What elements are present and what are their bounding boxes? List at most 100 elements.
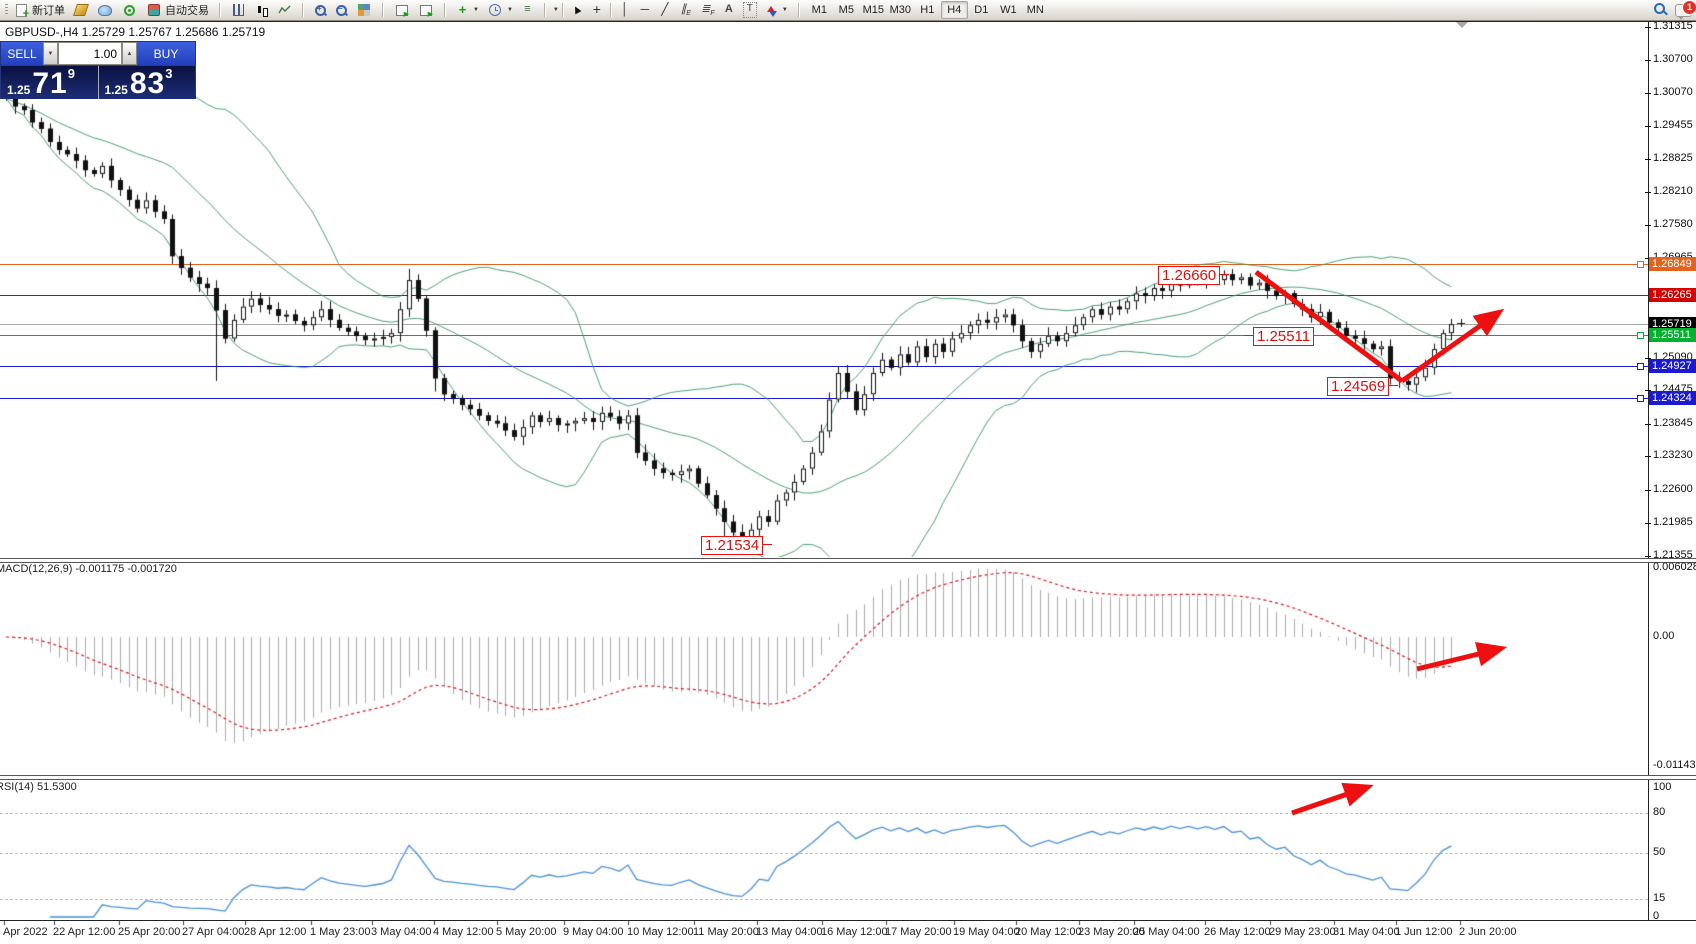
rsi-title: RSI(14) 51.5300 [0, 781, 77, 793]
price-tick-label: 1.21985 [1653, 516, 1693, 528]
rsi-axis-label: 0 [1653, 910, 1660, 922]
timeframe-h1[interactable]: H1 [920, 4, 935, 16]
annotation-connector [1389, 385, 1398, 386]
toolbar: 新订单 自动交易 + − [0, 0, 1696, 21]
level-line-handle[interactable] [1637, 363, 1644, 370]
price-tick-label: 1.23845 [1653, 417, 1693, 429]
period-button[interactable]: ▼ [483, 2, 517, 18]
level-line-handle[interactable] [1637, 261, 1644, 268]
timeframe-d1[interactable]: D1 [974, 4, 989, 16]
toolbar-group-zoom: + − [307, 0, 379, 20]
horizontal-line-tool[interactable]: ─ [635, 2, 655, 18]
chart-shift-marker[interactable] [1456, 22, 1468, 28]
auto-trading-icon [148, 4, 160, 16]
styler-button[interactable] [69, 1, 93, 19]
price-annotation[interactable]: 1.21534 [701, 536, 764, 555]
price-level-tag: 1.24324 [1649, 391, 1696, 405]
signals-button[interactable] [117, 2, 142, 19]
timeframe-group: M1 M5 M15 M30 H1 H4 D1 W1 MN [803, 0, 1052, 20]
crosshair-icon: + [592, 1, 601, 17]
price-tick-mark [1645, 490, 1651, 491]
time-axis-label: 3 May 04:00 [371, 926, 432, 938]
timeframe-w1[interactable]: W1 [1000, 4, 1017, 16]
templates-button[interactable]: ≡ [517, 2, 538, 18]
auto-trading-button[interactable]: 自动交易 [142, 1, 213, 19]
price-tick-mark [1645, 424, 1651, 425]
toolbar-group-drawing: ▼ ▲ + │ ─ ╱ ∥E ≣F A T ▼ [549, 0, 795, 20]
price-tick-mark [1645, 159, 1651, 160]
pane-separator-macd[interactable] [0, 558, 1696, 563]
bar-chart-button[interactable] [227, 2, 250, 18]
search-icon[interactable] [1653, 2, 1667, 16]
trend-arrow-2[interactable] [1416, 641, 1508, 672]
chart-shift-button[interactable] [414, 2, 438, 19]
clock-icon [488, 4, 501, 16]
auto-scroll-button[interactable] [390, 2, 414, 19]
price-level-tag: 1.26849 [1649, 257, 1696, 271]
price-annotation[interactable]: 1.24569 [1327, 377, 1390, 396]
volume-input[interactable] [58, 42, 122, 65]
rsi-level-line [0, 899, 1648, 900]
label-tool[interactable]: T [739, 1, 761, 19]
text-tool[interactable]: A [719, 2, 739, 18]
notifications-bubble-icon[interactable]: 1 [1675, 0, 1696, 20]
timeframe-m30[interactable]: M30 [889, 4, 912, 16]
timeframe-m5[interactable]: M5 [838, 4, 854, 16]
sell-price-big: 71 [32, 67, 68, 100]
time-axis-label: 27 Apr 04:00 [182, 926, 245, 938]
line-chart-button[interactable] [273, 2, 296, 18]
fibonacci-tool[interactable]: ≣F [697, 2, 719, 18]
buy-price[interactable]: 1.25 83 3 [98, 66, 195, 100]
vertical-line-tool[interactable]: │ [615, 2, 635, 18]
auto-scroll-icon [396, 4, 409, 18]
new-order-button[interactable]: 新订单 [10, 1, 69, 20]
crosshair-tool-button[interactable]: + [587, 2, 607, 18]
buy-price-big: 83 [129, 67, 166, 100]
level-line-handle[interactable] [1637, 395, 1644, 402]
toolbar-group-extras: + ▼ ▼ ≡ [449, 0, 541, 20]
zoom-in-button[interactable]: + [310, 3, 331, 18]
sell-button[interactable]: SELL [1, 42, 43, 65]
candlestick-chart-button[interactable] [250, 2, 273, 18]
add-indicator-button[interactable]: + ▼ [452, 2, 483, 18]
trendline-tool[interactable]: ╱ [655, 2, 675, 18]
cursor-tool-button[interactable]: ▲ [567, 0, 587, 18]
trend-arrow-1[interactable] [1400, 308, 1505, 384]
timeframe-m1[interactable]: M1 [811, 4, 827, 16]
price-tick-label: 1.23230 [1653, 449, 1693, 461]
level-line-handle[interactable] [1637, 332, 1644, 339]
price-annotation[interactable]: 1.25511 [1253, 327, 1315, 346]
zoom-in-icon: + [314, 4, 328, 17]
shapes-tool[interactable]: ▼ [761, 3, 792, 18]
rsi-axis-label: 80 [1653, 806, 1666, 818]
time-axis-label: 4 May 12:00 [433, 926, 494, 938]
toolbar-grip[interactable] [5, 4, 8, 16]
trend-arrow-3[interactable] [1291, 782, 1374, 816]
timeframe-m15[interactable]: M15 [862, 4, 885, 16]
timeframe-h4[interactable]: H4 [940, 1, 968, 19]
market-watch-button[interactable] [93, 2, 117, 19]
price-annotation[interactable]: 1.26660 [1158, 266, 1221, 285]
price-level-line[interactable] [0, 295, 1648, 296]
price-level-tag: 1.25511 [1649, 328, 1696, 342]
price-level-line[interactable] [0, 264, 1648, 265]
pane-separator-rsi[interactable] [0, 775, 1696, 780]
annotation-connector [763, 544, 772, 545]
channel-tool[interactable]: ∥E [675, 2, 697, 18]
buy-button[interactable]: BUY [137, 42, 195, 65]
price-level-line[interactable] [0, 398, 1648, 399]
price-level-line[interactable] [0, 366, 1648, 367]
tile-windows-button[interactable] [352, 2, 376, 18]
sell-price[interactable]: 1.25 71 9 [1, 66, 99, 99]
timeframe-mn[interactable]: MN [1026, 4, 1044, 16]
price-level-line[interactable] [0, 324, 1648, 325]
price-level-line[interactable] [0, 335, 1648, 336]
zoom-out-button[interactable]: − [331, 3, 352, 18]
price-level-tag: 1.24927 [1649, 359, 1696, 373]
chevron-down-icon[interactable]: ▼ [552, 7, 559, 13]
volume-up-button[interactable]: ▲ [122, 42, 137, 65]
volume-down-button[interactable]: ▼ [43, 42, 58, 65]
